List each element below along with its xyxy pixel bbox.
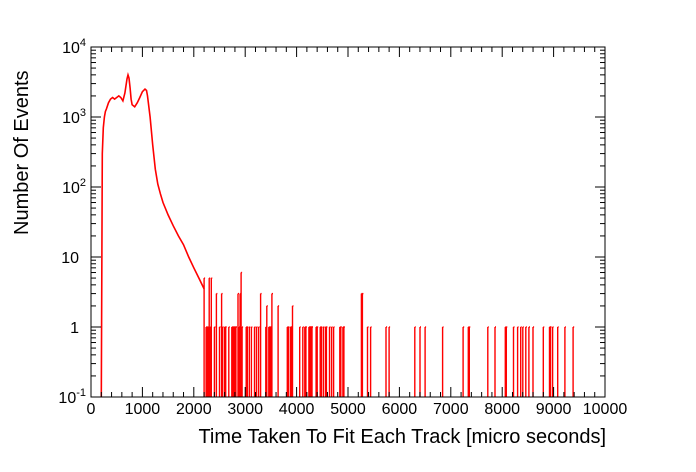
- y-axis-label: Number Of Events: [11, 70, 33, 235]
- x-axis-label: Time Taken To Fit Each Track [micro seco…: [198, 426, 606, 448]
- x-tick-label: 1000: [125, 401, 161, 418]
- y-tick-label: 104: [62, 37, 86, 57]
- x-tick-label: 6000: [382, 401, 418, 418]
- plot-frame: [90, 46, 606, 398]
- data-series-line: [100, 71, 205, 398]
- x-tick-label: 2000: [176, 401, 212, 418]
- y-tick-label: 102: [62, 177, 86, 197]
- x-tick-label: 10000: [583, 401, 628, 418]
- y-tick-label: 1: [70, 320, 79, 337]
- x-tick-label: 4000: [279, 401, 315, 418]
- y-axis: 10-1 1 10 102 103 104: [58, 37, 605, 407]
- y-tick-label: 10: [61, 250, 79, 267]
- x-tick-label: 0: [87, 401, 96, 418]
- x-tick-label: 3000: [227, 401, 263, 418]
- x-tick-label: 9000: [536, 401, 572, 418]
- x-tick-label: 5000: [330, 401, 366, 418]
- noisy-tail: [203, 271, 575, 397]
- x-axis: 0 1000 2000 3000 4000 5000 6000 7000 8000 9000 100…: [87, 47, 628, 418]
- y-tick-label: 10-1: [58, 387, 86, 407]
- x-tick-label: 8000: [484, 401, 520, 418]
- y-tick-label: 103: [62, 107, 86, 127]
- x-tick-label: 7000: [433, 401, 469, 418]
